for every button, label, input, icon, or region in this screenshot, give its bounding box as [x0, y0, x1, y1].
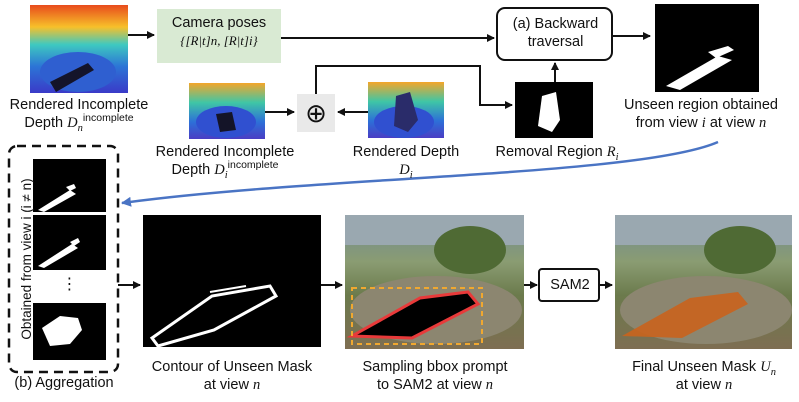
label-sampling: Sampling bbox prompt to SAM2 at view n — [362, 359, 508, 393]
unseen-region-map — [655, 4, 759, 92]
contour-unseen-mask — [143, 215, 321, 348]
label-rendered-incomplete-n: Rendered Incomplete Depth Dnincomplete — [9, 97, 149, 134]
label-sam2: SAM2 — [550, 277, 590, 293]
label-camera-poses: Camera poses {[R|t]n, [R|t]i} — [171, 15, 267, 48]
depth-map-n-incomplete — [30, 5, 128, 93]
oplus-symbol: ⊕ — [305, 98, 327, 128]
aggregation-mask-1 — [33, 159, 106, 212]
aggregation-box — [7, 144, 120, 374]
final-unseen-mask-image — [615, 215, 792, 349]
label-contour: Contour of Unseen Mask at view n — [151, 359, 313, 393]
oplus-box — [297, 94, 335, 132]
label-rendered-incomplete-i: Rendered Incomplete Depth Diincomplete — [155, 144, 295, 181]
camera-poses-box — [157, 9, 281, 63]
rendered-depth-map — [368, 82, 444, 138]
backward-traversal-box — [496, 7, 613, 61]
sampling-bbox-image — [345, 215, 524, 349]
aggregation-ellipsis: ⋮ — [61, 276, 78, 293]
label-rendered-depth: Rendered Depth Di — [352, 144, 460, 181]
arrow-oplus-to-removal — [315, 65, 513, 109]
label-backward-traversal: (a) Backward traversal — [512, 16, 599, 50]
aggregation-mask-3 — [33, 303, 106, 360]
label-aggregation: (b) Aggregation — [14, 375, 114, 391]
label-removal-region: Removal Region Ri — [495, 144, 619, 163]
aggregation-mask-2 — [33, 215, 106, 270]
depth-map-i-incomplete — [189, 83, 265, 139]
label-final-unseen: Final Unseen Mask Un at view n — [632, 359, 776, 393]
removal-region-map — [515, 82, 593, 138]
label-unseen-region: Unseen region obtained from view i at vi… — [624, 97, 778, 131]
curved-arrow-unseen-to-aggregation — [121, 140, 719, 207]
label-aggregation-vertical: Obtained from view i (i ≠ n) — [19, 178, 34, 340]
